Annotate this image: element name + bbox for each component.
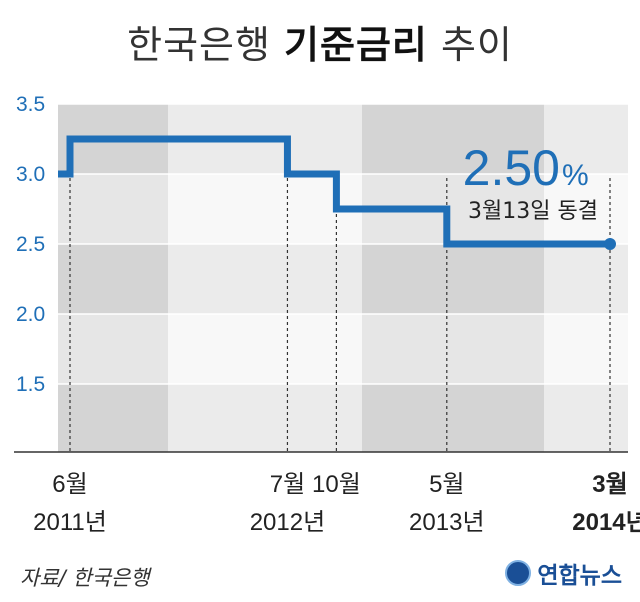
- publisher-logo: 연합뉴스: [505, 556, 622, 590]
- rate-step-line: [58, 135, 610, 248]
- x-tick-label-month: 6월: [52, 471, 87, 498]
- background-band: [544, 314, 628, 384]
- title-part-1: 한국은행: [127, 23, 285, 67]
- publisher-logo-icon: [505, 560, 532, 586]
- title-part-2: 추이: [427, 23, 513, 67]
- chart-title: 한국은행 기준금리 추이: [0, 14, 640, 69]
- y-tick-label: 1.5: [16, 373, 45, 396]
- background-band: [362, 314, 544, 384]
- background-band: [58, 244, 168, 314]
- background-band: [58, 314, 168, 384]
- publisher-name: 연합뉴스: [537, 563, 622, 589]
- background-band: [362, 384, 544, 452]
- background-band: [362, 244, 544, 314]
- y-tick-label: 2.0: [16, 303, 45, 326]
- background-band: [544, 104, 628, 174]
- x-tick-label-month: 7월: [270, 471, 305, 498]
- background-band: [544, 244, 628, 314]
- x-tick-label-year: 2012년: [250, 509, 325, 536]
- source-note: 자료/ 한국은행: [20, 566, 150, 590]
- callout-note: 3월13일 동결: [468, 199, 598, 224]
- background-band: [168, 174, 362, 244]
- y-tick-label: 3.0: [16, 163, 45, 186]
- latest-rate-point: [604, 238, 616, 250]
- x-tick-label-year: 2013년: [409, 509, 484, 536]
- y-tick-label: 3.5: [16, 93, 45, 116]
- x-tick-label-year: 2011년: [33, 509, 107, 536]
- background-band: [544, 384, 628, 452]
- x-tick-label-month: 5월: [429, 471, 464, 498]
- background-band: [168, 244, 362, 314]
- background-band: [58, 384, 168, 452]
- x-tick-label-month: 10월: [312, 471, 361, 498]
- background-band: [58, 174, 168, 244]
- background-band: [168, 314, 362, 384]
- x-tick-label-month: 3월: [592, 471, 627, 498]
- background-band: [168, 384, 362, 452]
- y-tick-label: 2.5: [16, 233, 45, 256]
- background-band: [544, 174, 628, 244]
- callout-rate-value: 2.50: [463, 140, 560, 196]
- x-tick-label-year: 2014년: [572, 509, 640, 536]
- background-band: [362, 104, 544, 174]
- callout-rate-unit: %: [562, 159, 589, 192]
- title-part-bold: 기준금리: [284, 23, 428, 67]
